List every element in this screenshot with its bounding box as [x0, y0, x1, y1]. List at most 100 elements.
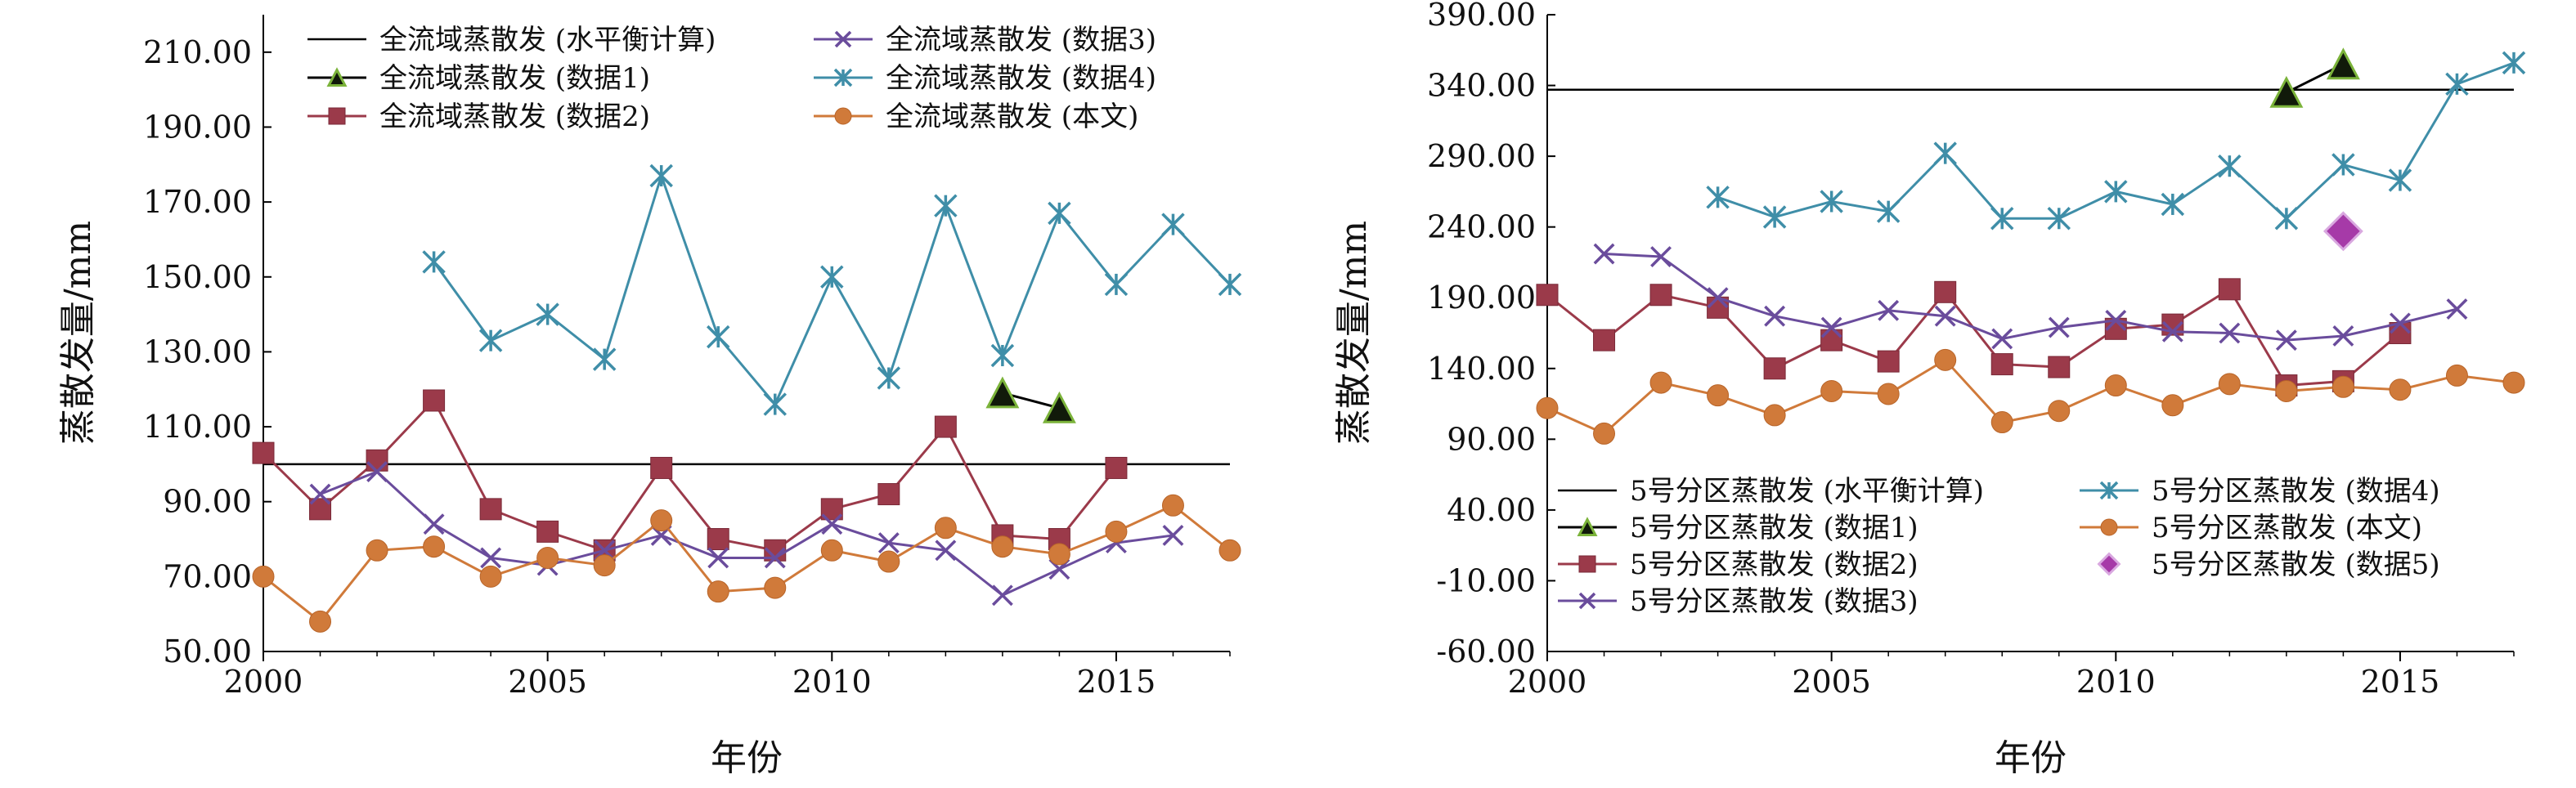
data-point [763, 392, 788, 416]
data-point-stroke-b [480, 547, 502, 569]
data-point [1649, 284, 1672, 307]
data-point [2047, 207, 2071, 231]
data-point [877, 366, 901, 390]
data-point [2274, 207, 2299, 231]
data-point [1763, 404, 1786, 427]
legend-swatch-marker [1578, 555, 1596, 573]
data-point-stroke-b [1991, 328, 2013, 350]
x-tick-label: 2010 [792, 664, 872, 700]
y-tick-label: 210.00 [143, 34, 252, 70]
data-point [2322, 211, 2363, 252]
data-point [479, 498, 502, 521]
data-point [1162, 525, 1184, 546]
x-tick-label: 2015 [1077, 664, 1156, 700]
legend-item: 5号分区蒸散发 (数据4) [2080, 475, 2440, 508]
data-point [252, 441, 275, 464]
data-point [1650, 246, 1672, 267]
data-point [1218, 539, 1241, 562]
data-point [1877, 383, 1900, 405]
data-point [1934, 305, 1956, 327]
data-point [707, 528, 729, 551]
legend-label: 全流域蒸散发 (数据2) [379, 101, 650, 133]
data-point [650, 456, 673, 479]
data-point [820, 265, 844, 289]
data-point [1934, 348, 1957, 371]
y-tick-label: 40.00 [1447, 492, 1536, 528]
y-tick-label: 170.00 [143, 184, 252, 220]
data-point [650, 509, 673, 532]
series-line [1604, 253, 2457, 342]
data-point [2445, 72, 2469, 96]
data-point [309, 610, 332, 633]
data-point [877, 483, 900, 506]
data-point [536, 520, 559, 543]
y-tick-label: 190.00 [143, 109, 252, 145]
data-point [991, 584, 1013, 607]
data-point-stroke-b [707, 547, 729, 569]
data-point [935, 540, 957, 562]
data-point [1990, 353, 2013, 376]
y-axis-title: 蒸散发量/mm [1333, 221, 1375, 445]
data-point [1105, 520, 1128, 543]
data-point-stroke-b [366, 461, 388, 482]
data-point [764, 576, 787, 599]
data-point [1933, 141, 1957, 165]
data-point [2218, 373, 2241, 396]
data-point [1707, 384, 1730, 407]
x-tick-label: 2005 [508, 664, 587, 700]
data-point [1593, 422, 1616, 445]
data-point [2502, 51, 2526, 75]
series-6 [2322, 211, 2363, 252]
legend-swatch-marker [2099, 481, 2119, 500]
legend-item: 5号分区蒸散发 (数据1) [1558, 512, 1919, 544]
data-point [2332, 325, 2354, 347]
x-tick-label: 2010 [2076, 664, 2156, 700]
legend-label: 5号分区蒸散发 (数据3) [1630, 585, 1919, 618]
x-axis-title: 年份 [711, 737, 783, 779]
data-point [423, 389, 446, 412]
data-point [1161, 494, 1184, 517]
x-tick-label: 2005 [1792, 664, 1871, 700]
series-5 [252, 494, 1241, 633]
data-point [2331, 153, 2355, 177]
data-point [2502, 371, 2525, 394]
data-point [2161, 192, 2185, 217]
y-tick-label: 140.00 [1427, 351, 1536, 387]
legend-swatch-marker [2100, 518, 2118, 536]
data-point [1161, 213, 1185, 236]
data-point [1042, 391, 1076, 423]
data-point [252, 565, 275, 588]
data-point-stroke-b [821, 513, 843, 535]
chart-panel-zone-5: -60.00 -10.00 40.00 90.00 140.00 190.00 240.00… [1333, 0, 2526, 779]
data-point [1706, 186, 1730, 209]
data-point [1048, 543, 1070, 566]
data-point [423, 535, 446, 558]
data-point [1877, 350, 1900, 373]
data-point [1934, 280, 1957, 303]
data-point [821, 513, 843, 535]
legend-label: 5号分区蒸散发 (数据1) [1630, 512, 1919, 544]
data-point [2218, 278, 2241, 301]
legend-item: 5号分区蒸散发 (本文) [2080, 512, 2422, 544]
legend-swatch-marker [834, 30, 852, 48]
data-point [990, 343, 1015, 368]
data-point [1876, 199, 1901, 223]
y-tick-label: -60.00 [1436, 634, 1536, 669]
chart-panel-whole-basin: 50.00 70.00 90.00 110.00 130.00 150.00 170.00 1… [57, 15, 1242, 779]
data-point-stroke-b [2219, 322, 2241, 344]
series-2 [252, 389, 1128, 562]
data-point [2331, 375, 2354, 398]
data-point [2446, 298, 2468, 320]
data-point-stroke-b [2105, 309, 2127, 331]
series-1 [2269, 47, 2360, 108]
y-axis-title: 蒸散发量/mm [57, 221, 99, 445]
series-3 [309, 461, 1184, 607]
data-point [985, 376, 1020, 409]
legend-label: 5号分区蒸散发 (数据5) [2152, 548, 2440, 581]
series-line [319, 470, 1174, 598]
data-point [2326, 47, 2360, 80]
series-1 [985, 376, 1076, 423]
legend-item: 全流域蒸散发 (数据4) [814, 62, 1156, 95]
y-tick-label: 240.00 [1427, 209, 1536, 245]
data-point [366, 539, 388, 562]
